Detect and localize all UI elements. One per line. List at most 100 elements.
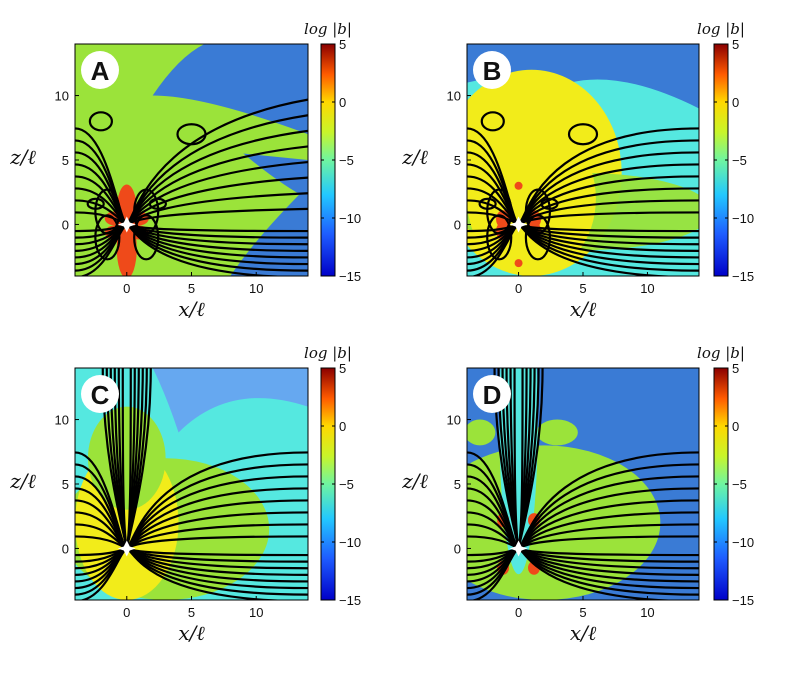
x-tick-label: 5 bbox=[579, 605, 586, 620]
field-loop bbox=[567, 123, 599, 146]
colorbar-tick-label: 5 bbox=[732, 37, 739, 52]
colorbar: log |b|5 0 −5 −10 −15 bbox=[304, 20, 361, 284]
colorbar-tick-label: −5 bbox=[732, 153, 747, 168]
y-tick-label: 5 bbox=[62, 477, 69, 492]
source-marker bbox=[509, 540, 528, 557]
colorbar-tick-label: 5 bbox=[732, 361, 739, 376]
source-marker bbox=[509, 216, 528, 233]
colorbar-tick-label: 5 bbox=[339, 37, 346, 52]
colorbar-tick-label: −5 bbox=[732, 477, 747, 492]
y-tick-label: 0 bbox=[454, 217, 461, 232]
colorbar-tick-label: −10 bbox=[732, 535, 754, 550]
panel-label-badge: D bbox=[473, 375, 511, 413]
panel-label: D bbox=[483, 380, 502, 410]
x-axis-label: x/ℓ bbox=[178, 621, 205, 645]
field-line bbox=[517, 368, 544, 550]
colorbar-tick-label: −5 bbox=[339, 153, 354, 168]
x-axis-label: x/ℓ bbox=[570, 297, 597, 321]
y-tick-label: 5 bbox=[454, 153, 461, 168]
field-region bbox=[152, 44, 308, 135]
source-marker bbox=[117, 216, 136, 233]
field-region bbox=[467, 44, 699, 109]
field-lines bbox=[75, 368, 308, 600]
colorbar-tick-label: −10 bbox=[339, 535, 361, 550]
x-tick-label: 10 bbox=[249, 281, 263, 296]
x-tick-label: 0 bbox=[123, 281, 130, 296]
field-hotspot bbox=[514, 259, 523, 268]
colorbar-tick-label: −10 bbox=[339, 211, 361, 226]
field-region bbox=[536, 419, 578, 446]
field-loop bbox=[486, 214, 513, 261]
field-loop bbox=[133, 188, 160, 235]
source-marker bbox=[117, 540, 136, 557]
colorbar-title: log |b| bbox=[304, 20, 352, 38]
colorbar-tick-label: −5 bbox=[339, 477, 354, 492]
x-tick-label: 10 bbox=[640, 281, 654, 296]
field-loop bbox=[94, 188, 121, 235]
x-tick-label: 0 bbox=[123, 605, 130, 620]
y-tick-label: 10 bbox=[55, 89, 69, 104]
colorbar-tick-label: 0 bbox=[339, 95, 346, 110]
colorbar: log |b|5 0 −5 −10 −15 bbox=[697, 344, 754, 608]
colorbar-tick-label: −15 bbox=[732, 269, 754, 284]
colorbar-tick-label: 0 bbox=[732, 419, 739, 434]
field-region bbox=[152, 368, 308, 433]
y-axis-label: z/ℓ bbox=[9, 145, 36, 169]
x-tick-label: 0 bbox=[515, 281, 522, 296]
colorbar-tick-label: −10 bbox=[732, 211, 754, 226]
field-region bbox=[243, 153, 308, 199]
colorbar-title: log |b| bbox=[697, 344, 745, 362]
y-tick-label: 10 bbox=[447, 413, 461, 428]
field-loop bbox=[486, 188, 513, 235]
x-axis-label: x/ℓ bbox=[570, 621, 597, 645]
x-tick-label: 5 bbox=[579, 281, 586, 296]
y-axis-label: z/ℓ bbox=[401, 469, 428, 493]
x-tick-label: 10 bbox=[640, 605, 654, 620]
panel-label: A bbox=[91, 56, 110, 86]
panel-label: B bbox=[483, 56, 502, 86]
y-axis-label: z/ℓ bbox=[9, 469, 36, 493]
field-hotspot bbox=[514, 181, 523, 190]
y-tick-label: 0 bbox=[62, 541, 69, 556]
field-loop bbox=[88, 111, 113, 132]
x-axis-label: x/ℓ bbox=[178, 297, 205, 321]
x-tick-label: 0 bbox=[515, 605, 522, 620]
colorbar-tick-label: 0 bbox=[732, 95, 739, 110]
y-tick-label: 5 bbox=[62, 153, 69, 168]
colorbar: log |b|5 0 −5 −10 −15 bbox=[304, 344, 361, 608]
y-tick-label: 0 bbox=[454, 541, 461, 556]
y-tick-label: 0 bbox=[62, 217, 69, 232]
colorbar-tick-label: 5 bbox=[339, 361, 346, 376]
y-tick-label: 10 bbox=[55, 413, 69, 428]
y-tick-label: 10 bbox=[447, 89, 461, 104]
panel-label: C bbox=[91, 380, 110, 410]
field-region bbox=[87, 406, 166, 510]
y-axis-label: z/ℓ bbox=[401, 145, 428, 169]
field-loop bbox=[524, 188, 551, 235]
field-loop bbox=[524, 214, 551, 261]
panel-label-badge: B bbox=[473, 51, 511, 89]
colorbar: log |b|5 0 −5 −10 −15 bbox=[697, 20, 754, 284]
y-tick-label: 5 bbox=[454, 477, 461, 492]
colorbar-tick-label: −15 bbox=[732, 593, 754, 608]
plot-area bbox=[75, 368, 308, 600]
field-region bbox=[467, 419, 496, 446]
x-tick-label: 10 bbox=[249, 605, 263, 620]
panel-label-badge: A bbox=[81, 51, 119, 89]
colorbar-tick-label: −15 bbox=[339, 269, 361, 284]
field-loop bbox=[133, 214, 160, 261]
plot-area bbox=[467, 368, 699, 600]
colorbar-tick-label: 0 bbox=[339, 419, 346, 434]
x-tick-label: 5 bbox=[188, 605, 195, 620]
panel-label-badge: C bbox=[81, 375, 119, 413]
plot-area bbox=[75, 44, 308, 276]
field-loop bbox=[94, 214, 121, 261]
field-loop bbox=[480, 111, 505, 132]
colorbar-tick-label: −15 bbox=[339, 593, 361, 608]
colorbar-title: log |b| bbox=[304, 344, 352, 362]
